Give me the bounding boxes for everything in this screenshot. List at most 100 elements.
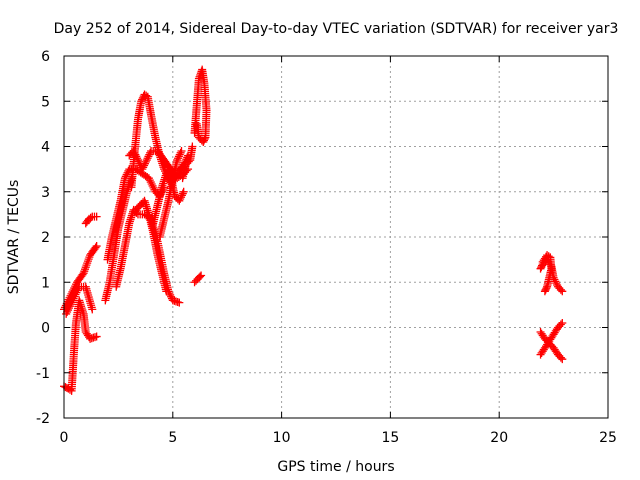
data-point [139,163,148,172]
y-tick-labels: -2 -1 0 1 2 3 4 5 6 [36,49,50,427]
data-point [78,270,87,279]
data-point [141,157,150,166]
x-tick-label: 0 [60,430,69,446]
data-point [144,174,153,183]
data-point [166,290,175,299]
grid [63,55,609,419]
data-point [556,353,565,362]
data-point [177,147,186,156]
y-tick-label: 3 [41,185,50,201]
data-point [83,257,92,266]
data-point [134,157,143,166]
data-point [81,263,90,272]
y-tick-label: 6 [41,49,50,65]
x-axis-label: GPS time / hours [277,459,394,475]
data-point [138,95,147,104]
data-point [82,261,91,270]
data-point [167,292,176,301]
data-point [173,156,182,165]
y-tick-label: 2 [41,230,50,246]
data-point [83,259,92,268]
data-point [80,267,89,276]
data-point [133,156,142,165]
data-point [64,306,73,315]
data-point [176,194,185,203]
y-tick-label: -1 [36,366,50,382]
data-point [73,286,82,295]
data-point [192,119,201,128]
data-point [137,97,146,106]
data-point [558,318,567,327]
data-point [86,213,95,222]
data-point [558,355,567,364]
data-point [142,156,151,165]
data-point [541,285,550,294]
data-point [184,157,193,166]
data-point [131,150,140,159]
data-point [146,178,155,187]
data-point [129,147,138,156]
y-tick-label: 5 [41,94,50,110]
y-axis-label: SDTVAR / TECUs [6,180,22,295]
data-point [147,179,156,188]
data-point [64,304,73,313]
data-point [162,287,171,296]
data-point [132,152,141,161]
data-point [72,288,81,297]
data-point [556,285,565,294]
data-point [140,161,149,170]
x-tick-label: 25 [599,430,617,446]
y-tick-label: 1 [41,275,50,291]
data-point [174,154,183,163]
data-point [92,332,101,341]
data-point [79,269,88,278]
data-point [178,189,187,198]
data-point [177,191,186,200]
x-tick-label: 5 [168,430,177,446]
x-tick-label: 15 [381,430,399,446]
data-point [138,165,147,174]
data-point [177,193,186,202]
data-point [71,290,80,299]
y-tick-label: 4 [41,140,50,156]
data-point [70,292,79,301]
y-tick-label: 0 [41,321,50,337]
data-point [91,243,100,252]
data-point [120,174,129,183]
data-point [540,287,549,296]
data-point [65,302,74,311]
data-point [188,142,197,151]
data-point [140,159,149,168]
data-point [69,294,78,303]
data-point [81,265,90,274]
y-tick-label: -2 [36,411,50,427]
data-point [551,277,560,286]
data-point [143,154,152,163]
data-point [84,255,93,264]
data-point [66,300,75,309]
data-point [144,152,153,161]
data-point [197,271,206,280]
x-tick-label: 20 [490,430,508,446]
plot-frame [63,55,609,419]
data-point [145,150,154,159]
x-tick-labels: 0 5 10 15 20 25 [60,430,617,446]
data-point [67,298,76,307]
data-point [175,196,184,205]
data-point [552,279,561,288]
data-point [176,148,185,157]
data-point [179,187,188,196]
data-point [88,305,97,314]
data-point [175,150,184,159]
data-point [133,154,142,163]
x-tick-label: 10 [273,430,291,446]
data-point [196,272,204,281]
data-point [174,152,183,161]
data-point [148,181,157,190]
data-point [92,242,101,251]
data-point [145,176,154,185]
data-point [196,134,205,143]
data-point [558,287,567,296]
data-point [149,183,158,192]
